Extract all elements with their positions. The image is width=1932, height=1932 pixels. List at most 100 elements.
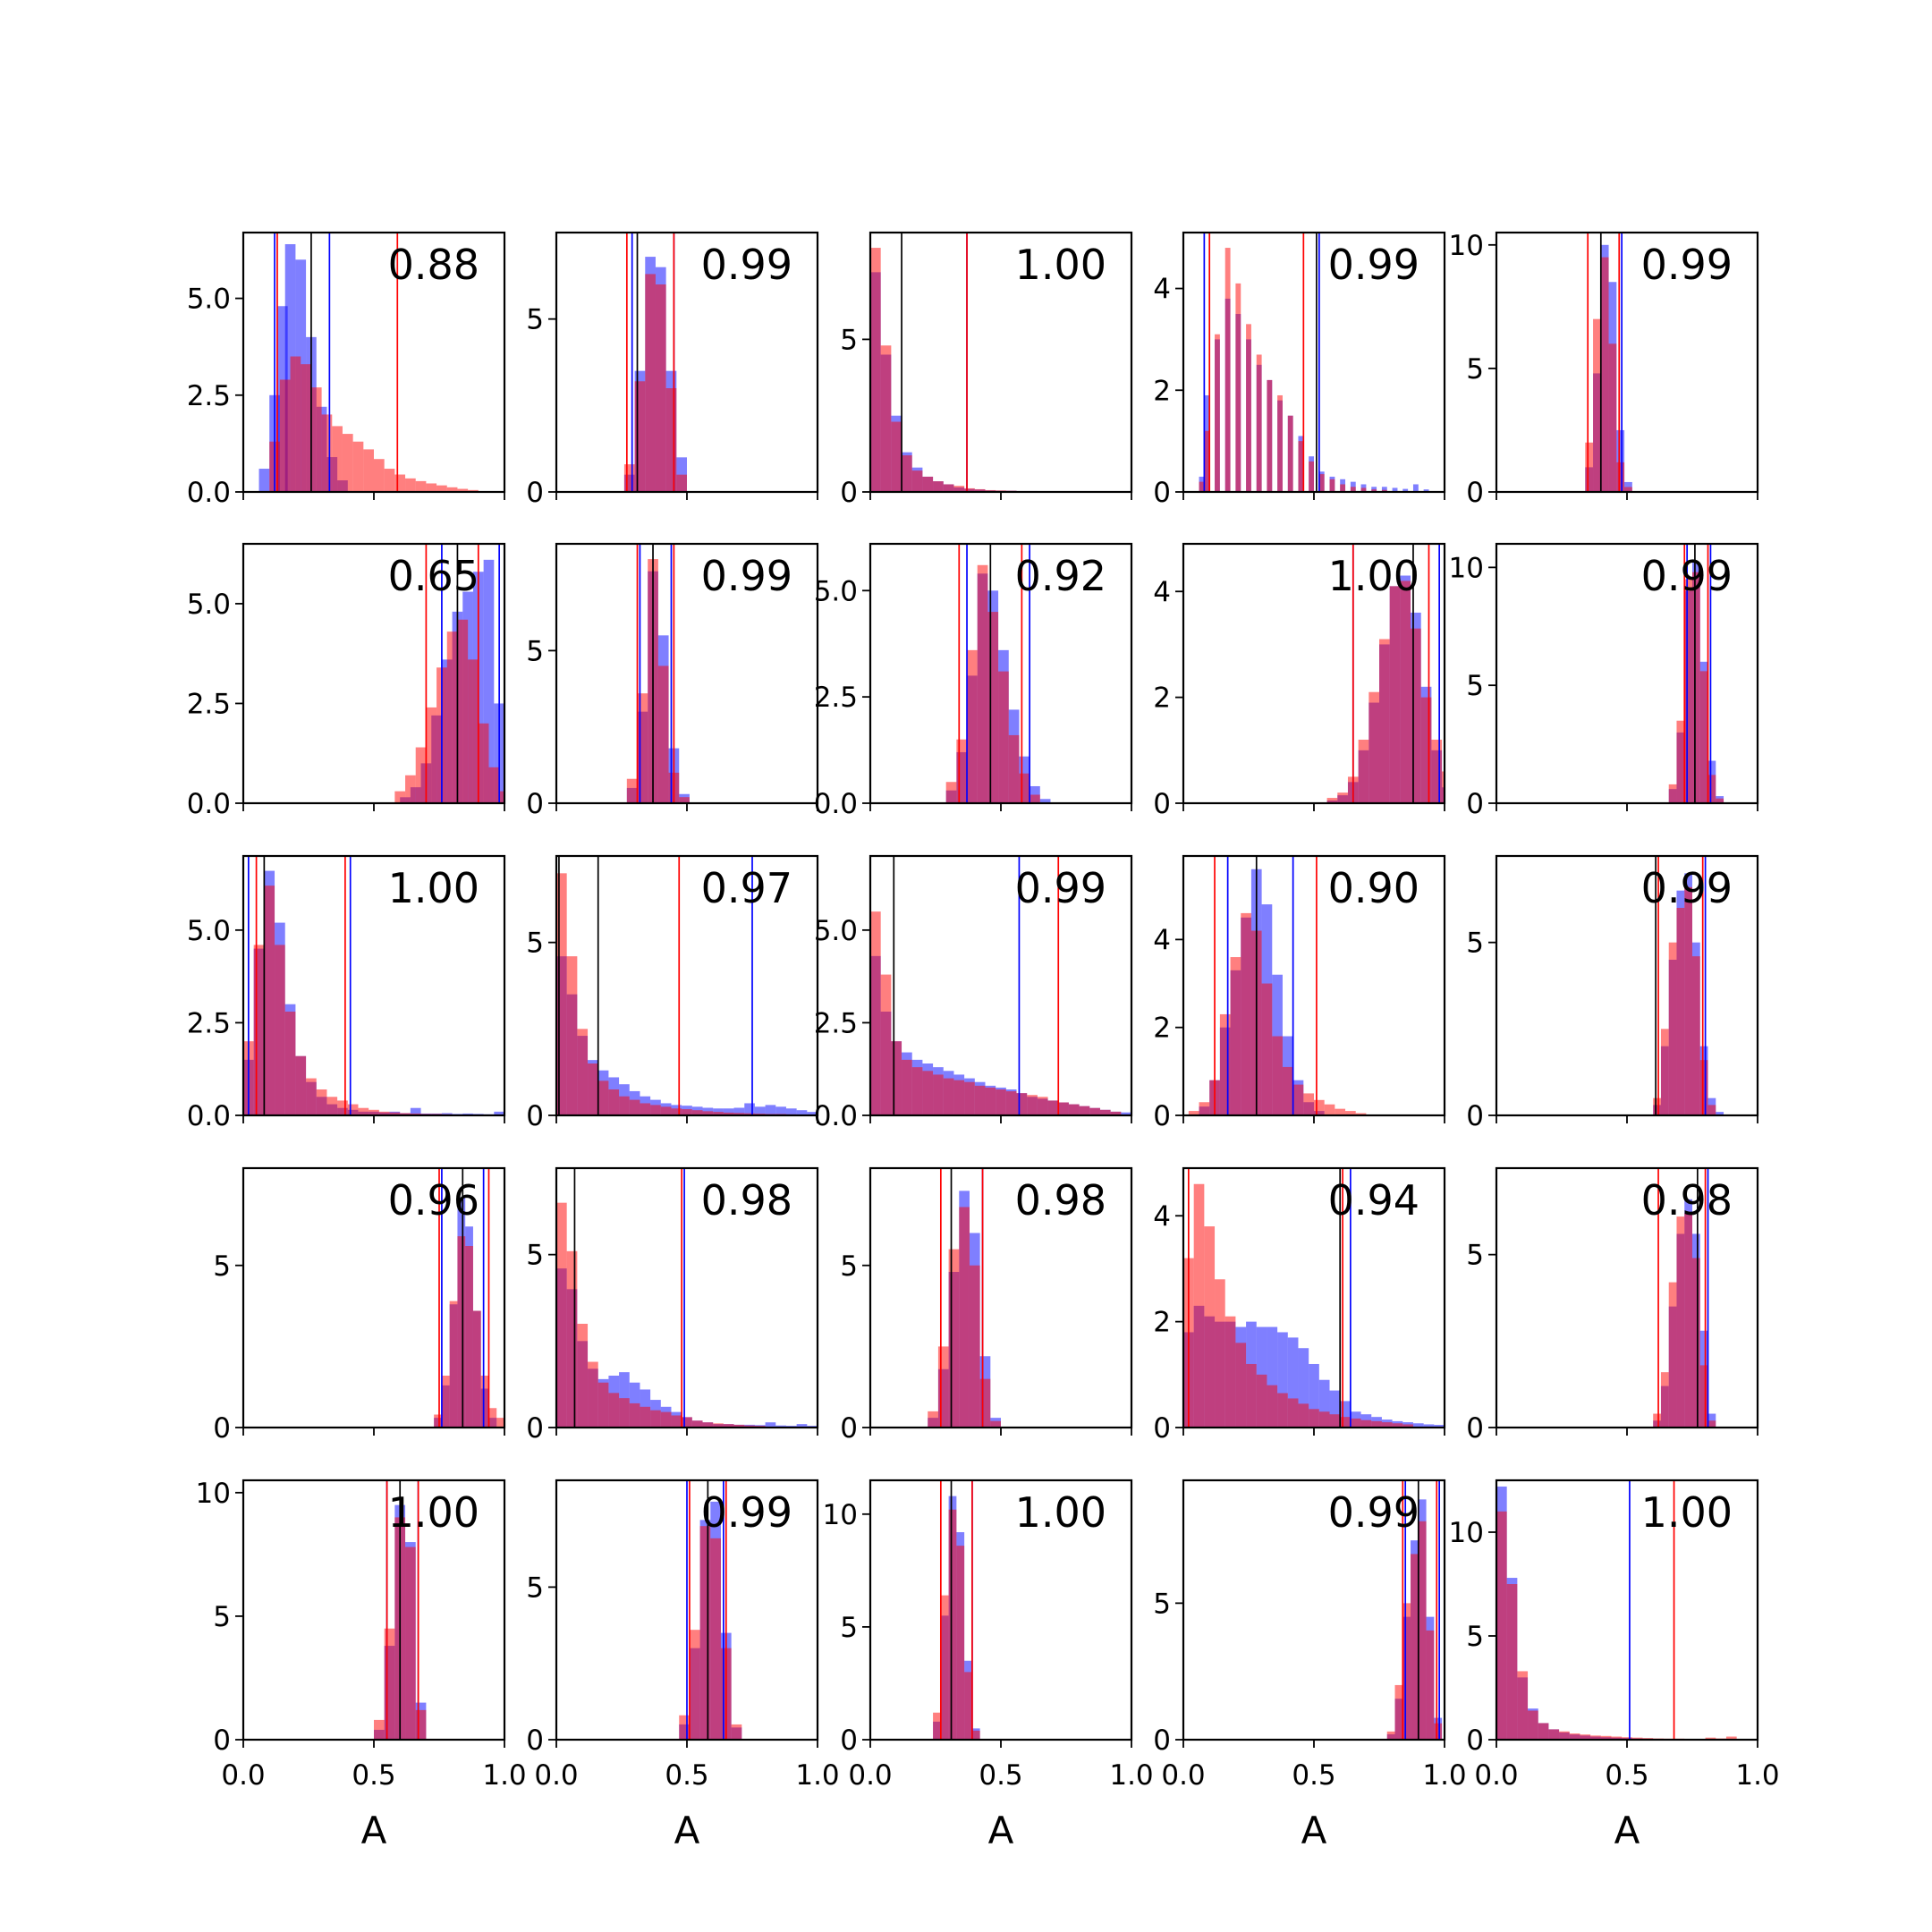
- y-tick-label: 4: [1153, 576, 1171, 608]
- y-tick-label: 5: [213, 1250, 231, 1283]
- blue-histogram-bar: [1287, 1337, 1299, 1428]
- y-tick-label: 5: [526, 928, 544, 960]
- y-tick-label: 10: [1449, 552, 1484, 584]
- red-histogram-bar: [945, 782, 957, 803]
- y-tick-label: 5: [840, 1612, 858, 1644]
- red-histogram-bar: [1358, 739, 1369, 803]
- red-histogram-bar: [1340, 1417, 1351, 1428]
- blue-histogram-bar: [1402, 488, 1409, 492]
- red-histogram-bar: [279, 379, 291, 492]
- y-tick-label: 0: [1153, 1412, 1171, 1445]
- red-histogram-bar: [1431, 739, 1443, 803]
- x-tick-label: 1.0: [795, 1759, 839, 1792]
- red-histogram-bar: [634, 381, 646, 492]
- red-histogram-bar: [948, 1509, 957, 1740]
- red-histogram-bar: [374, 1719, 385, 1740]
- x-axis-label: A: [1301, 1809, 1327, 1852]
- red-histogram-bar: [937, 1346, 949, 1428]
- blue-histogram-bar: [765, 1422, 776, 1428]
- red-histogram-bar: [640, 1103, 651, 1115]
- red-histogram-bar: [1047, 1100, 1059, 1115]
- blue-histogram-bar: [796, 1110, 808, 1115]
- red-histogram-bar: [556, 873, 567, 1115]
- red-histogram-bar: [306, 1078, 317, 1115]
- y-tick-label: 5: [1466, 928, 1484, 960]
- red-histogram-bar: [979, 1378, 991, 1428]
- red-histogram-bar: [1653, 1097, 1661, 1115]
- red-histogram-bar: [710, 1538, 721, 1740]
- x-axis-label: A: [361, 1809, 387, 1852]
- x-tick-label: 0.0: [1474, 1759, 1518, 1792]
- red-histogram-bar: [969, 1265, 980, 1428]
- panel-20: 050.98: [1466, 1166, 1759, 1445]
- red-histogram-bar: [457, 619, 469, 803]
- red-histogram-bar: [1684, 1213, 1692, 1428]
- y-tick-label: 0: [526, 788, 544, 820]
- red-histogram-bar: [880, 974, 892, 1115]
- y-tick-label: 5: [1466, 353, 1484, 386]
- panel-1: 0.0 2.5 5.0 0.88: [187, 231, 506, 509]
- red-histogram-bar: [1699, 1365, 1708, 1428]
- red-histogram-bar: [378, 1111, 390, 1115]
- red-histogram-bar: [352, 441, 364, 492]
- y-tick-label: 0: [1466, 788, 1484, 820]
- red-histogram-bar: [588, 1063, 598, 1115]
- red-histogram-bar: [499, 791, 504, 803]
- red-histogram-bar: [974, 488, 986, 492]
- red-histogram-bar: [959, 1207, 970, 1428]
- red-histogram-bar: [1411, 628, 1421, 803]
- y-tick-label: 0: [840, 477, 858, 509]
- red-histogram-bar: [1215, 1279, 1225, 1428]
- red-histogram-bar: [446, 487, 458, 492]
- red-histogram-bar: [1324, 1104, 1335, 1115]
- red-histogram-bar: [891, 1041, 902, 1115]
- x-tick-label: 0.5: [979, 1759, 1022, 1792]
- red-histogram-bar: [1371, 1420, 1382, 1428]
- blue-histogram-bar: [1423, 1424, 1435, 1428]
- red-histogram-bar: [744, 1113, 755, 1115]
- red-histogram-bar: [415, 480, 427, 492]
- y-tick-label: 5: [526, 1240, 544, 1272]
- y-tick-label: 0: [1466, 477, 1484, 509]
- red-histogram-bar: [699, 1526, 711, 1740]
- panel-annotation: 0.99: [701, 552, 792, 600]
- blue-histogram-bar: [1616, 429, 1625, 492]
- panel-plot-area: [870, 856, 1131, 1115]
- y-tick-label: 5: [213, 1601, 231, 1633]
- y-tick-label: 2: [1153, 682, 1171, 715]
- panel-annotation: 1.00: [1641, 1488, 1733, 1537]
- red-histogram-bar: [1345, 1111, 1356, 1115]
- x-tick-label: 1.0: [1735, 1759, 1779, 1792]
- blue-histogram-bar: [1381, 487, 1387, 492]
- blue-histogram-bar: [1298, 1348, 1309, 1428]
- red-histogram-bar: [1355, 1113, 1367, 1115]
- red-histogram-bar: [679, 797, 690, 803]
- y-tick-label: 0: [1466, 1100, 1484, 1132]
- panel-plot-area: [394, 544, 504, 803]
- red-histogram-bar: [1668, 1282, 1677, 1428]
- red-histogram-bar: [676, 474, 687, 492]
- red-histogram-bar: [1442, 771, 1445, 803]
- blue-histogram-bar: [1340, 1401, 1351, 1428]
- red-histogram-bar: [1224, 248, 1231, 492]
- red-histogram-bar: [394, 474, 406, 492]
- red-histogram-bar: [640, 1406, 651, 1428]
- red-histogram-bar: [566, 1250, 578, 1428]
- blue-histogram-bar: [775, 1106, 786, 1115]
- panel-3: 051.00: [840, 231, 1133, 509]
- panel-annotation: 0.92: [1015, 552, 1106, 600]
- panel-8: 0.0 2.5 5.0 0.92: [814, 542, 1133, 820]
- red-histogram-bar: [933, 1074, 944, 1115]
- panel-plot-area: [626, 544, 690, 803]
- y-tick-label: 2.5: [814, 1007, 858, 1039]
- red-histogram-bar: [1019, 773, 1030, 803]
- panel-annotation: 0.99: [701, 241, 792, 289]
- red-histogram-bar: [922, 1071, 934, 1115]
- y-tick-label: 5.0: [187, 589, 231, 621]
- panel-annotation: 0.90: [1328, 864, 1419, 912]
- y-tick-label: 0: [1466, 1412, 1484, 1445]
- red-histogram-bar: [911, 470, 923, 492]
- red-histogram-bar: [1559, 1731, 1570, 1740]
- red-histogram-bar: [1631, 1737, 1643, 1740]
- red-histogram-bar: [358, 1107, 369, 1115]
